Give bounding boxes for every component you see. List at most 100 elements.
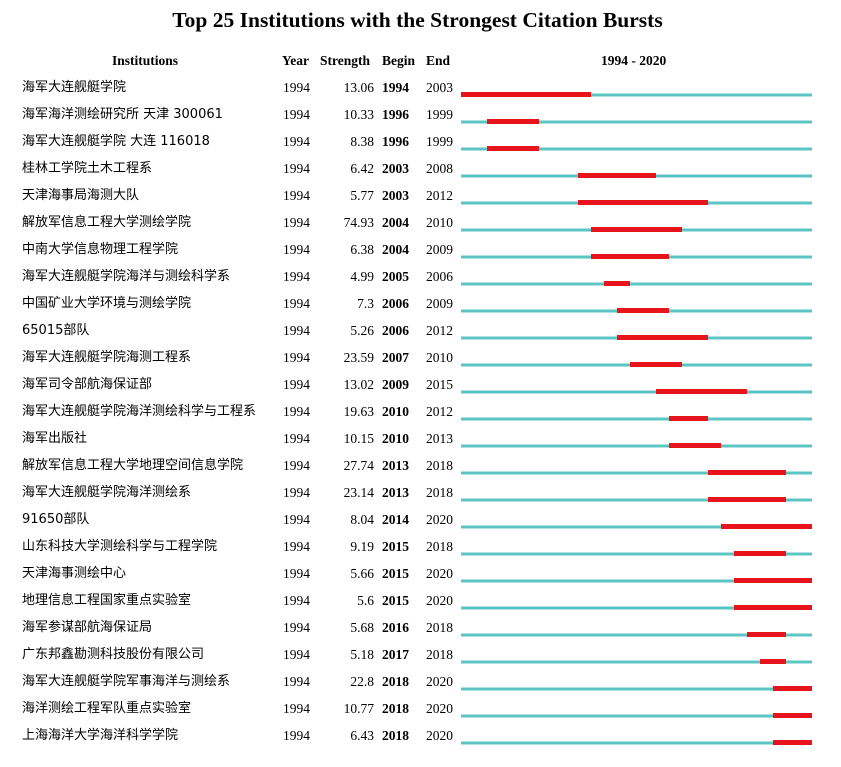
institution-name: 海军大连舰艇学院海测工程系 <box>22 350 192 365</box>
burst-bar <box>591 227 682 232</box>
end-year: 2020 <box>426 674 453 689</box>
timeline-line <box>461 525 812 529</box>
begin-year: 1996 <box>382 107 409 122</box>
strength-value: 10.33 <box>343 107 374 122</box>
institution-name: 海军大连舰艇学院海洋测绘系 <box>22 485 192 500</box>
table-row: 海军大连舰艇学院海洋与测绘科学系 1994 4.99 2005 2006 <box>0 265 841 292</box>
header-end: End <box>426 53 451 68</box>
burst-bar <box>656 389 747 394</box>
strength-value: 22.8 <box>350 674 374 689</box>
burst-bar <box>708 497 786 502</box>
year-value: 1994 <box>283 620 310 635</box>
begin-year: 2016 <box>382 620 409 635</box>
timeline-line <box>461 390 812 394</box>
timeline-line <box>461 579 812 583</box>
institution-name: 天津海事局海测大队 <box>22 188 140 203</box>
burst-bar <box>591 254 669 259</box>
end-year: 2003 <box>426 80 453 95</box>
year-value: 1994 <box>283 593 310 608</box>
table-row: 中国矿业大学环境与测绘学院 1994 7.3 2006 2009 <box>0 292 841 319</box>
institution-name: 中国矿业大学环境与测绘学院 <box>22 296 192 311</box>
institution-name: 解放军信息工程大学地理空间信息学院 <box>22 458 244 473</box>
header-year: Year <box>282 53 309 68</box>
end-year: 1999 <box>426 134 453 149</box>
institution-name: 山东科技大学测绘科学与工程学院 <box>22 539 218 554</box>
year-value: 1994 <box>283 80 310 95</box>
table-row: 山东科技大学测绘科学与工程学院 1994 9.19 2015 2018 <box>0 535 841 562</box>
table-row: 解放军信息工程大学测绘学院 1994 74.93 2004 2010 <box>0 211 841 238</box>
institution-name: 中南大学信息物理工程学院 <box>22 242 179 257</box>
begin-year: 1994 <box>382 80 409 95</box>
year-value: 1994 <box>283 242 310 257</box>
end-year: 2012 <box>426 404 453 419</box>
chart-title: Top 25 Institutions with the Strongest C… <box>172 8 663 32</box>
begin-year: 2018 <box>382 701 409 716</box>
strength-value: 10.15 <box>343 431 374 446</box>
begin-year: 2013 <box>382 485 409 500</box>
institution-name: 海军大连舰艇学院军事海洋与测绘系 <box>22 674 231 689</box>
strength-value: 27.74 <box>343 458 374 473</box>
begin-year: 2015 <box>382 539 409 554</box>
institution-name: 上海海洋大学海洋科学学院 <box>22 728 179 743</box>
end-year: 2012 <box>426 323 453 338</box>
strength-value: 6.43 <box>350 728 374 743</box>
end-year: 2020 <box>426 512 453 527</box>
end-year: 2018 <box>426 647 453 662</box>
begin-year: 2010 <box>382 431 409 446</box>
strength-value: 5.68 <box>350 620 374 635</box>
burst-bar <box>747 632 786 637</box>
header-begin: Begin <box>382 53 416 68</box>
table-row: 解放军信息工程大学地理空间信息学院 1994 27.74 2013 2018 <box>0 454 841 481</box>
institution-name: 海军大连舰艇学院 大连 116018 <box>22 134 210 149</box>
table-row: 天津海事测绘中心 1994 5.66 2015 2020 <box>0 562 841 589</box>
header-institutions: Institutions <box>112 53 179 68</box>
table-row: 海军大连舰艇学院军事海洋与测绘系 1994 22.8 2018 2020 <box>0 670 841 697</box>
burst-bar <box>578 200 708 205</box>
year-value: 1994 <box>283 215 310 230</box>
institution-name: 91650部队 <box>22 512 90 527</box>
strength-value: 10.77 <box>343 701 374 716</box>
burst-bar <box>708 470 786 475</box>
begin-year: 2018 <box>382 728 409 743</box>
institution-name: 桂林工学院土木工程系 <box>22 161 153 176</box>
timeline-line <box>461 687 812 691</box>
begin-year: 2004 <box>382 242 409 257</box>
timeline-line <box>461 741 812 745</box>
end-year: 2015 <box>426 377 453 392</box>
begin-year: 2003 <box>382 188 409 203</box>
strength-value: 19.63 <box>343 404 374 419</box>
year-value: 1994 <box>283 701 310 716</box>
burst-bar <box>578 173 656 178</box>
burst-bar <box>630 362 682 367</box>
year-value: 1994 <box>283 296 310 311</box>
begin-year: 2009 <box>382 377 409 392</box>
table-row: 海军参谋部航海保证局 1994 5.68 2016 2018 <box>0 616 841 643</box>
begin-year: 2010 <box>382 404 409 419</box>
header-range: 1994 - 2020 <box>601 53 667 68</box>
strength-value: 23.59 <box>343 350 374 365</box>
begin-year: 2018 <box>382 674 409 689</box>
timeline-line <box>461 282 812 286</box>
institution-name: 广东邦鑫勘测科技股份有限公司 <box>22 647 205 662</box>
begin-year: 2015 <box>382 566 409 581</box>
year-value: 1994 <box>283 566 310 581</box>
timeline-line <box>461 714 812 718</box>
year-value: 1994 <box>283 161 310 176</box>
table-row: 地理信息工程国家重点实验室 1994 5.6 2015 2020 <box>0 589 841 616</box>
burst-bar <box>461 92 591 97</box>
timeline-line <box>461 498 812 502</box>
strength-value: 5.26 <box>350 323 374 338</box>
end-year: 2018 <box>426 485 453 500</box>
year-value: 1994 <box>283 728 310 743</box>
end-year: 2013 <box>426 431 453 446</box>
end-year: 2020 <box>426 728 453 743</box>
end-year: 2008 <box>426 161 453 176</box>
strength-value: 6.42 <box>350 161 374 176</box>
timeline-line <box>461 444 812 448</box>
table-row: 海洋测绘工程军队重点实验室 1994 10.77 2018 2020 <box>0 697 841 724</box>
begin-year: 2013 <box>382 458 409 473</box>
year-value: 1994 <box>283 404 310 419</box>
begin-year: 2006 <box>382 296 409 311</box>
strength-value: 5.18 <box>350 647 374 662</box>
timeline-line <box>461 606 812 610</box>
